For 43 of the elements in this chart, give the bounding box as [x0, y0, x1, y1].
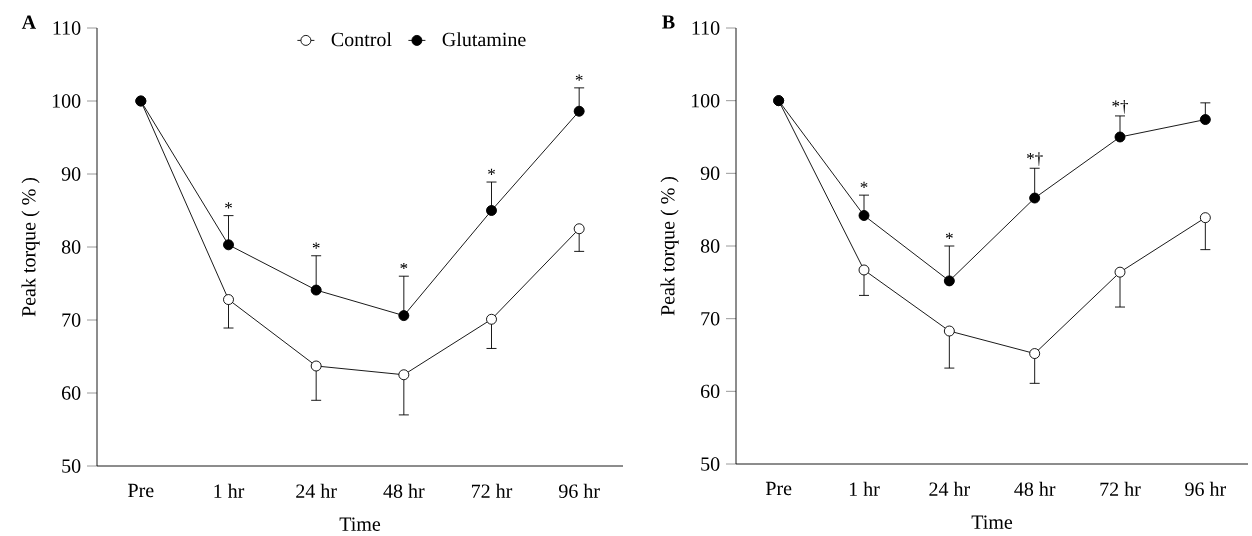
x-tick-label: 1 hr: [849, 481, 880, 496]
annotation: *: [312, 242, 320, 249]
y-tick-label: 90: [61, 167, 81, 181]
x-tick-label: 72 hr: [471, 483, 513, 498]
y-tick-label: 100: [691, 93, 720, 108]
y-tick-label: 60: [61, 386, 81, 400]
x-tick-label: 24 hr: [929, 481, 970, 496]
annotation: *: [488, 168, 495, 175]
chart-title: A: [21, 15, 36, 29]
x-axis-title: Time: [339, 517, 381, 531]
legend-label: Control: [331, 32, 392, 47]
y-tick-label: 110: [692, 21, 720, 35]
annotation: *: [860, 181, 868, 189]
x-tick-label: 24 hr: [296, 483, 337, 498]
annotation: *: [575, 74, 583, 81]
y-tick-label: 70: [701, 311, 720, 326]
x-axis-title: Time: [971, 515, 1013, 529]
y-tick-label: 80: [61, 240, 81, 254]
x-tick-label: 48 hr: [1014, 481, 1056, 496]
y-tick-label: 50: [62, 459, 81, 473]
chart-title: B: [662, 15, 675, 29]
x-tick-label: 48 hr: [383, 483, 425, 498]
y-tick-label: 70: [62, 313, 81, 327]
y-tick-label: 100: [52, 94, 81, 108]
y-axis-title: Peak torque ( % ): [21, 177, 40, 317]
y-tick-label: 110: [53, 21, 81, 35]
y-tick-label: 60: [701, 384, 720, 399]
y-tick-label: 50: [701, 457, 720, 471]
annotation: *: [945, 232, 953, 239]
y-axis-title: Peak torque ( % ): [660, 176, 679, 316]
x-tick-label: 72 hr: [1100, 481, 1141, 496]
y-tick-label: 80: [700, 239, 720, 253]
y-tick-label: 90: [700, 166, 720, 181]
legend-label: Glutamine: [442, 32, 526, 47]
annotation: *†: [1027, 152, 1043, 167]
x-tick-label: 96 hr: [1185, 481, 1226, 496]
annotation: *: [225, 202, 232, 209]
x-tick-label: Pre: [128, 483, 154, 498]
x-tick-label: 1 hr: [214, 483, 245, 498]
x-tick-label: Pre: [765, 481, 792, 496]
annotation: *: [400, 262, 408, 270]
x-tick-label: 96 hr: [558, 483, 600, 498]
annotation: *†: [1112, 99, 1128, 114]
